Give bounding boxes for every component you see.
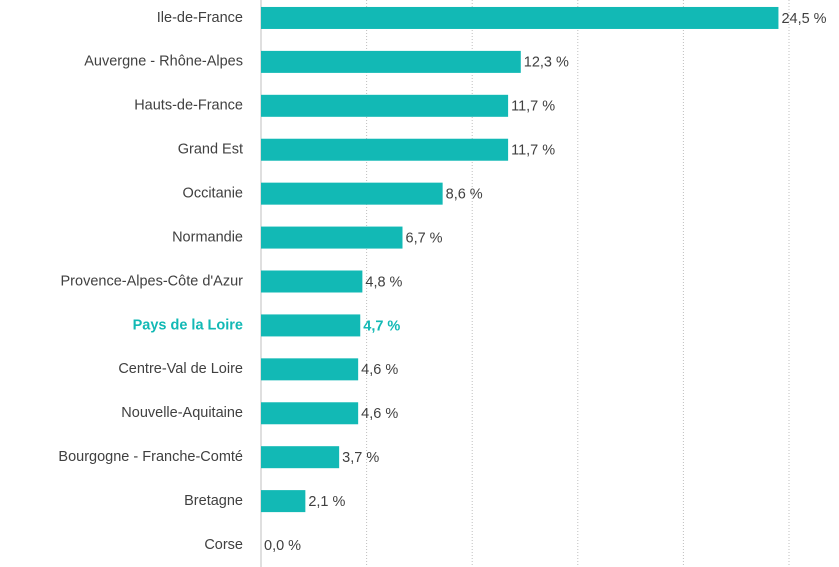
y-tick-label: Nouvelle-Aquitaine xyxy=(121,405,243,421)
data-label: 24,5 % xyxy=(781,11,826,27)
y-tick-label: Hauts-de-France xyxy=(134,98,243,114)
bar xyxy=(261,182,443,205)
bar xyxy=(261,270,363,293)
y-tick-label: Normandie xyxy=(172,229,243,245)
data-label: 4,8 % xyxy=(365,274,402,290)
bar xyxy=(261,358,359,381)
y-tick-label: Grand Est xyxy=(178,142,243,158)
bar xyxy=(261,50,521,73)
bar xyxy=(261,138,509,161)
bar xyxy=(261,94,509,117)
y-tick-label: Corse xyxy=(204,537,243,553)
y-tick-label: Auvergne - Rhône-Alpes xyxy=(84,54,243,70)
data-label: 11,7 % xyxy=(511,143,555,159)
y-tick-label: Ile-de-France xyxy=(157,10,243,26)
y-tick-label: Pays de la Loire xyxy=(133,317,243,333)
data-label: 2,1 % xyxy=(308,494,345,510)
data-label: 3,7 % xyxy=(342,450,379,466)
bar xyxy=(261,314,361,337)
data-label: 12,3 % xyxy=(524,55,569,71)
bar xyxy=(261,446,340,469)
data-label: 4,6 % xyxy=(361,406,398,422)
data-label: 6,7 % xyxy=(406,230,443,246)
bar xyxy=(261,402,359,425)
bar xyxy=(261,490,306,513)
y-tick-label: Provence-Alpes-Côte d'Azur xyxy=(61,273,244,289)
bar xyxy=(261,6,779,29)
data-label: 11,7 % xyxy=(511,99,555,115)
data-label: 8,6 % xyxy=(446,186,483,202)
bar xyxy=(261,226,403,249)
data-label: 4,7 % xyxy=(363,318,400,334)
y-tick-label: Occitanie xyxy=(183,185,243,201)
y-tick-label: Centre-Val de Loire xyxy=(118,361,243,377)
y-tick-label: Bourgogne - Franche-Comté xyxy=(58,449,243,465)
data-label: 0,0 % xyxy=(264,538,301,554)
y-tick-label: Bretagne xyxy=(184,493,243,509)
data-label: 4,6 % xyxy=(361,362,398,378)
